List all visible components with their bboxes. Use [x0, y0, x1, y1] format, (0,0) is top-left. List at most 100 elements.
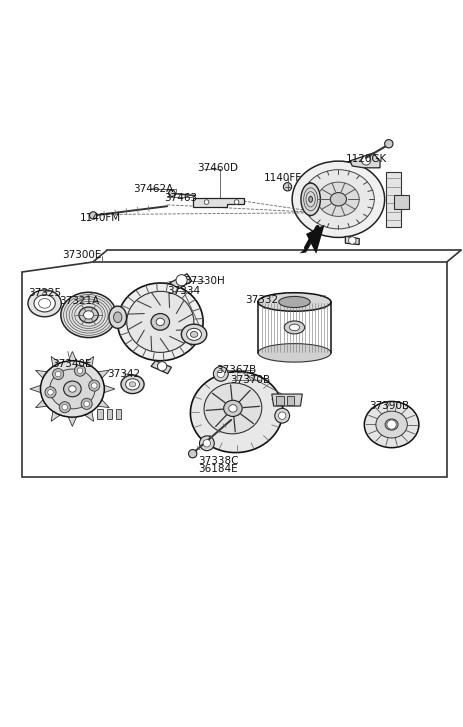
Circle shape — [45, 387, 56, 398]
Ellipse shape — [129, 382, 136, 387]
Text: 37332: 37332 — [245, 295, 278, 305]
Ellipse shape — [284, 321, 304, 334]
Ellipse shape — [228, 405, 237, 412]
Circle shape — [52, 369, 63, 379]
Text: 1120GK: 1120GK — [345, 154, 386, 164]
Bar — [286, 396, 294, 405]
Polygon shape — [68, 351, 76, 361]
Ellipse shape — [190, 332, 197, 337]
Circle shape — [361, 156, 370, 165]
Polygon shape — [169, 274, 191, 289]
Polygon shape — [344, 236, 358, 244]
Ellipse shape — [223, 401, 242, 417]
Ellipse shape — [69, 386, 76, 392]
Circle shape — [89, 212, 97, 219]
Circle shape — [278, 412, 285, 419]
Circle shape — [91, 383, 97, 388]
Polygon shape — [349, 153, 379, 168]
Circle shape — [384, 140, 392, 148]
Polygon shape — [97, 370, 109, 379]
Polygon shape — [84, 356, 94, 367]
Ellipse shape — [181, 324, 206, 345]
Text: 37330H: 37330H — [183, 276, 224, 286]
Ellipse shape — [79, 307, 98, 323]
Polygon shape — [271, 394, 302, 406]
Ellipse shape — [125, 379, 139, 390]
Circle shape — [217, 370, 224, 377]
Ellipse shape — [83, 310, 94, 319]
Ellipse shape — [375, 411, 407, 438]
Polygon shape — [192, 198, 243, 207]
Circle shape — [59, 401, 70, 413]
Polygon shape — [393, 195, 408, 209]
Ellipse shape — [300, 183, 319, 215]
Circle shape — [48, 390, 53, 395]
Polygon shape — [306, 225, 324, 254]
Ellipse shape — [278, 297, 309, 308]
Circle shape — [168, 190, 175, 196]
Text: 37390B: 37390B — [369, 401, 408, 411]
Circle shape — [274, 409, 289, 423]
Ellipse shape — [109, 306, 126, 329]
Circle shape — [188, 449, 196, 458]
Ellipse shape — [190, 371, 282, 453]
Ellipse shape — [204, 383, 261, 434]
Polygon shape — [51, 411, 61, 422]
Polygon shape — [385, 172, 400, 227]
Polygon shape — [36, 399, 48, 408]
Circle shape — [175, 275, 187, 286]
Ellipse shape — [113, 312, 122, 323]
Text: 37462A: 37462A — [133, 184, 173, 193]
Bar — [276, 396, 283, 405]
Text: 37325: 37325 — [28, 288, 61, 298]
Ellipse shape — [40, 361, 104, 417]
Circle shape — [55, 371, 61, 377]
Text: 37463: 37463 — [164, 193, 197, 203]
Ellipse shape — [28, 290, 61, 317]
Circle shape — [199, 436, 214, 451]
Circle shape — [234, 200, 238, 204]
Text: 37300E: 37300E — [62, 250, 101, 260]
Text: 37334: 37334 — [167, 286, 200, 296]
Circle shape — [81, 398, 92, 409]
Text: 37460D: 37460D — [197, 164, 238, 173]
Ellipse shape — [308, 196, 312, 202]
Polygon shape — [51, 356, 61, 367]
Circle shape — [77, 368, 82, 374]
Polygon shape — [30, 385, 41, 393]
Text: 1140FM: 1140FM — [80, 213, 120, 222]
Text: 1140FF: 1140FF — [263, 174, 301, 183]
Ellipse shape — [156, 318, 164, 326]
Polygon shape — [21, 262, 446, 477]
Text: 37342: 37342 — [106, 369, 139, 379]
Circle shape — [213, 366, 228, 381]
Ellipse shape — [292, 161, 384, 238]
Text: 37321A: 37321A — [59, 296, 99, 306]
Ellipse shape — [289, 324, 299, 331]
Polygon shape — [36, 370, 48, 379]
Text: 36184E: 36184E — [198, 464, 238, 474]
Circle shape — [386, 420, 395, 429]
Ellipse shape — [63, 381, 81, 397]
Ellipse shape — [117, 283, 203, 361]
Bar — [106, 409, 112, 419]
Ellipse shape — [302, 169, 374, 229]
Polygon shape — [103, 385, 115, 393]
Polygon shape — [299, 244, 311, 254]
Circle shape — [84, 401, 89, 406]
Ellipse shape — [330, 193, 346, 206]
Ellipse shape — [38, 299, 50, 308]
Ellipse shape — [257, 344, 330, 362]
Text: 37340E: 37340E — [52, 359, 92, 369]
Circle shape — [88, 380, 100, 391]
Ellipse shape — [61, 292, 116, 337]
Ellipse shape — [126, 292, 194, 353]
Polygon shape — [151, 361, 171, 374]
Ellipse shape — [317, 182, 358, 217]
Circle shape — [203, 440, 210, 447]
Ellipse shape — [151, 313, 169, 330]
Bar — [97, 409, 103, 419]
Ellipse shape — [186, 329, 201, 340]
Ellipse shape — [257, 293, 330, 311]
Polygon shape — [97, 399, 109, 408]
